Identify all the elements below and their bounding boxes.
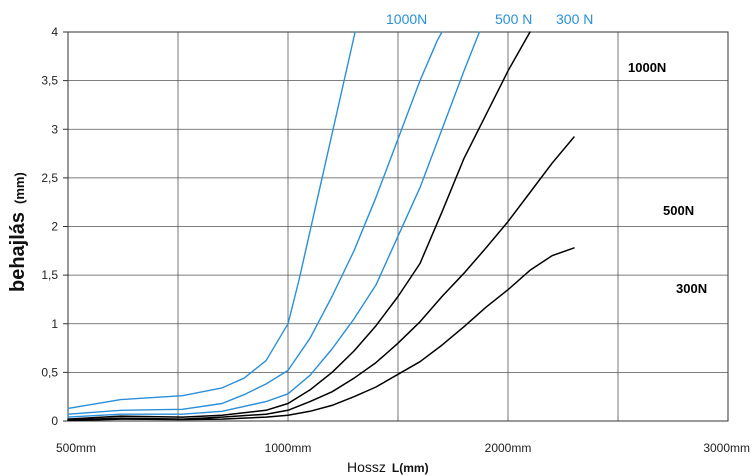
series-line-black-5 [67, 247, 575, 422]
y-tick-label: 3 [51, 122, 58, 136]
series-line-black-4 [67, 136, 575, 421]
y-tick-label: 4 [51, 25, 58, 39]
series-line-blue-0 [67, 31, 356, 410]
series-label-blue: 1000N [386, 11, 427, 27]
x-tick-label: 2000mm [485, 441, 532, 455]
grid [68, 32, 728, 421]
series-line-blue-1 [67, 31, 443, 415]
y-axis-label: behajlás(mm) [7, 172, 29, 292]
series-labels: 1000N 500 N 300 N 1000N 500N 300N [386, 11, 707, 296]
series-label-black: 300N [676, 281, 707, 296]
x-tick-label: 500mm [56, 441, 96, 455]
y-tick-label: 1,5 [41, 268, 58, 282]
y-tick-label: 1 [51, 317, 58, 331]
series-line-blue-2 [67, 31, 481, 418]
series [67, 31, 575, 422]
y-tick-label: 0 [51, 414, 58, 428]
series-label-blue: 300 N [556, 11, 593, 27]
series-label-blue: 500 N [495, 11, 532, 27]
y-tick-label: 2,5 [41, 171, 58, 185]
y-tick-label: 3,5 [41, 74, 58, 88]
x-tick-label: 1000mm [265, 441, 312, 455]
x-axis-label: Hossz L(mm) [347, 459, 429, 475]
y-tick-label: 2 [51, 220, 58, 234]
series-label-black: 1000N [628, 60, 666, 75]
x-tick-label: 3000mm [703, 441, 750, 455]
y-tick-label: 0,5 [41, 365, 58, 379]
axes: 0 0,5 1 1,5 2 2,5 3 3,5 4 500mm 1000mm 2000mm 3000mm [41, 25, 750, 455]
series-line-black-3 [67, 31, 531, 420]
series-label-black: 500N [663, 203, 694, 218]
